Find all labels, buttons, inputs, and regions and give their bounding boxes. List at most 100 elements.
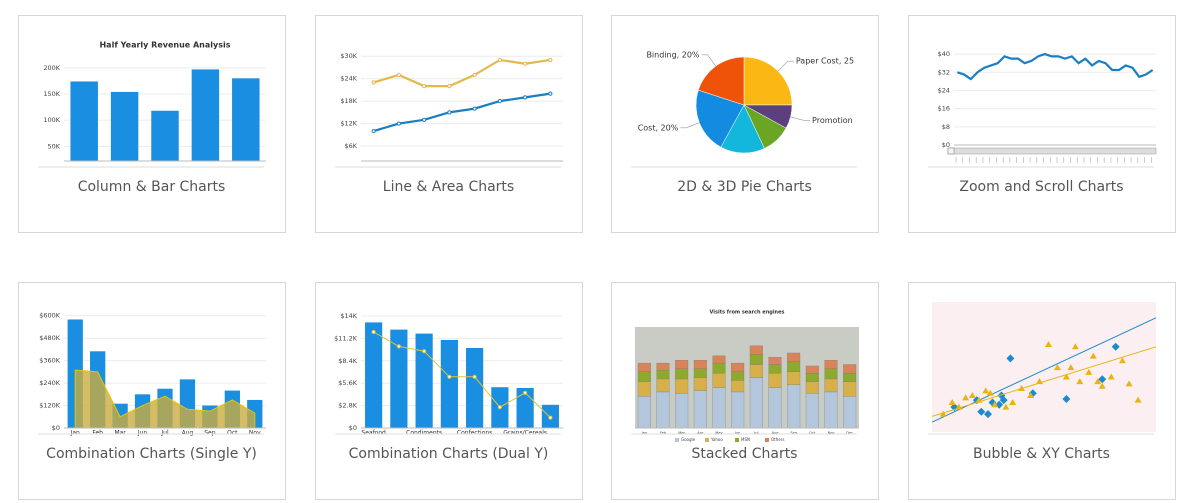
point <box>523 61 528 66</box>
x-tick-label: Jul <box>160 430 169 437</box>
card-frame <box>18 282 286 500</box>
y-tick-label: 200K <box>43 64 60 72</box>
point <box>497 405 502 410</box>
card-caption[interactable]: Stacked Charts <box>692 446 798 462</box>
legend-swatch <box>765 438 769 442</box>
thumbnail: Visits from search engines Google Yahoo MSN… <box>635 310 859 442</box>
point <box>991 401 999 408</box>
bar <box>637 362 651 372</box>
point <box>1098 382 1106 389</box>
bar <box>656 362 670 371</box>
point <box>472 72 477 78</box>
bar <box>768 373 782 388</box>
y-tick-label: $8.4K <box>338 357 357 365</box>
area <box>74 369 256 429</box>
bar <box>637 396 651 429</box>
x-tick-label: Jul <box>753 431 758 435</box>
x-tick-label: Nov <box>249 430 261 437</box>
x-tick-label: Aug <box>772 431 779 435</box>
y-tick-label: 100K <box>43 116 60 124</box>
bar <box>693 390 707 429</box>
point <box>968 392 976 399</box>
bar <box>731 380 745 393</box>
y-tick-label: $240K <box>39 379 61 387</box>
point <box>472 374 477 379</box>
x-tick-label: Condiments <box>406 430 442 437</box>
y-tick-label: $0 <box>349 424 357 432</box>
point <box>1098 375 1107 384</box>
bar <box>712 355 726 364</box>
card-caption[interactable]: 2D & 3D Pie Charts <box>677 179 812 195</box>
bar <box>637 371 651 382</box>
bar <box>805 373 819 382</box>
bar <box>675 360 689 369</box>
point <box>422 349 427 354</box>
card-caption[interactable]: Combination Charts (Single Y) <box>46 446 257 462</box>
x-tick-label: Jun <box>734 431 740 435</box>
card-caption[interactable]: Zoom and Scroll Charts <box>959 179 1123 195</box>
x-tick-label: Feb <box>660 431 667 435</box>
point <box>939 410 947 417</box>
y-tick-label: $30K <box>340 52 357 60</box>
point <box>1006 354 1015 363</box>
chart-card[interactable]: Paper Cost, 25 Promotion Cost, 20% Binding,… <box>611 15 879 233</box>
bar <box>787 361 801 372</box>
chart-card[interactable]: Visits from search engines Google Yahoo MSN… <box>611 282 879 500</box>
card-frame <box>908 15 1176 233</box>
scrollbar[interactable] <box>947 147 1157 155</box>
x-tick-label: May <box>715 431 722 435</box>
chart-card[interactable]: $14K $11.2K $8.4K $5.6K $2.8K $0 Seafood Condim… <box>315 282 583 500</box>
chart-card[interactable]: $40 $32 $24 $16 $8 $0 Zoom and Scroll Charts <box>908 15 1176 233</box>
leader-line <box>777 60 794 72</box>
thumbnail: Half Yearly Revenue Analysis 200K 150K 100K… <box>43 41 266 162</box>
point <box>982 387 990 394</box>
x-tick-label: Jan <box>641 431 647 435</box>
chart-card[interactable]: Bubble & XY Charts <box>908 282 1176 500</box>
point <box>955 403 963 410</box>
x-tick-label: Aug <box>182 430 194 437</box>
bar <box>731 391 745 429</box>
card-caption[interactable]: Column & Bar Charts <box>78 179 226 195</box>
bar <box>675 378 689 394</box>
bar <box>466 348 484 428</box>
leader-line <box>790 116 811 121</box>
bar <box>693 368 707 378</box>
point <box>472 106 477 111</box>
chart-card[interactable]: Half Yearly Revenue Analysis 200K 150K 100K… <box>18 15 286 233</box>
y-tick-label: $600K <box>39 312 61 320</box>
line <box>957 52 1154 81</box>
point <box>1107 373 1115 380</box>
y-tick-label: $480K <box>39 334 61 342</box>
thumbnail: $14K $11.2K $8.4K $5.6K $2.8K $0 Seafood Condim… <box>334 312 563 437</box>
point <box>371 80 376 85</box>
point <box>999 396 1008 405</box>
pie-label: Paper Cost, 25 <box>796 57 854 66</box>
card-caption[interactable]: Line & Area Charts <box>383 179 514 195</box>
point <box>447 374 452 379</box>
bar <box>787 371 801 385</box>
card-caption[interactable]: Combination Charts (Dual Y) <box>349 446 549 462</box>
point <box>948 398 956 405</box>
bar <box>824 360 838 369</box>
bar <box>712 373 726 388</box>
y-tick-label: $24K <box>340 75 357 83</box>
chart-card[interactable]: $30K $24K $18K $12K $6K Line & Area Charts <box>315 15 583 233</box>
thumbnail <box>931 302 1157 432</box>
point <box>1134 396 1142 403</box>
scroll-thumb[interactable] <box>947 147 955 155</box>
x-tick-label: Dec <box>846 431 853 435</box>
thumbnail: $30K $24K $18K $12K $6K <box>340 52 563 162</box>
legend-label: Others <box>771 437 784 442</box>
y-tick-label: $18K <box>340 97 357 105</box>
point <box>1062 373 1070 380</box>
bar <box>232 78 260 161</box>
bar <box>768 364 782 374</box>
point <box>523 390 528 395</box>
bar <box>712 387 726 429</box>
y-tick-label: $5.6K <box>338 379 357 387</box>
chart-card[interactable]: $600K $480K $360K $240K $120K $0 Jan Feb Mar Jun J… <box>18 282 286 500</box>
y-tick-label: $120K <box>39 402 61 410</box>
card-caption[interactable]: Bubble & XY Charts <box>973 446 1110 462</box>
bar <box>693 360 707 369</box>
bar <box>824 391 838 429</box>
